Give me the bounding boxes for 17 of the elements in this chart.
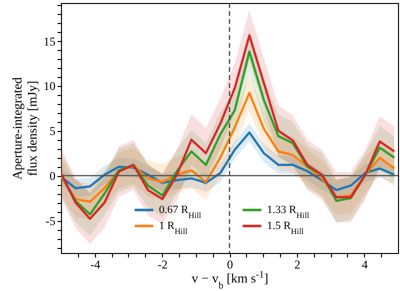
y-tick-label: 15	[44, 34, 56, 48]
y-tick-label: -5	[46, 214, 56, 228]
x-axis-title: v − v$_{b}$ [km s$^{-1}$]	[192, 269, 268, 291]
x-tick-label: 4	[362, 258, 368, 272]
legend-label: 1.5 R$_{Hill}$	[267, 220, 304, 236]
y-axis-title: Aperture-integrated flux density [mJy]	[10, 76, 40, 180]
x-tick-label: 2	[294, 258, 300, 272]
y-tick-label: 10	[44, 79, 56, 94]
y-tick-label: 0	[50, 169, 56, 184]
legend-label: 0.67 R$_{Hill}$	[159, 204, 202, 220]
x-tick-label: -2	[158, 258, 168, 272]
legend-label: 1 R$_{Hill}$	[159, 220, 188, 236]
legend-label: 1.33 R$_{Hill}$	[267, 204, 310, 220]
x-tick-label: 0	[227, 258, 233, 272]
line-series	[61, 92, 396, 203]
x-tick-label: -4	[90, 258, 100, 272]
y-tick-label: 5	[50, 124, 56, 138]
